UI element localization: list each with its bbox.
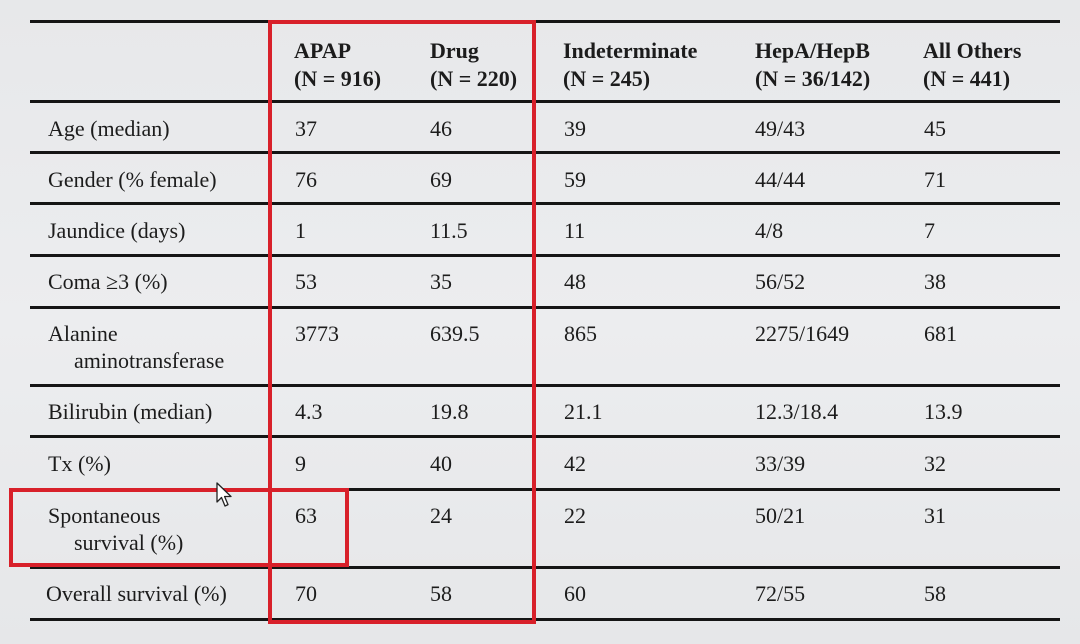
column-header-apap: APAP (N = 916) bbox=[294, 38, 382, 91]
table-cell: 24 bbox=[430, 503, 452, 528]
row-label-gender: Gender (% female) bbox=[48, 167, 217, 192]
table-cell: 45 bbox=[924, 116, 946, 141]
table-cell: 11 bbox=[564, 218, 586, 243]
table-cell: 50/21 bbox=[755, 503, 806, 528]
table-cell: 32 bbox=[924, 451, 946, 476]
table-cell: 72/55 bbox=[755, 581, 806, 606]
table-cell: 56/52 bbox=[755, 269, 806, 294]
table-cell: 42 bbox=[564, 451, 586, 476]
table-cell: 35 bbox=[430, 269, 452, 294]
table-bottom-rule bbox=[30, 618, 1060, 621]
row-label-overall-survival: Overall survival (%) bbox=[46, 581, 227, 606]
table-cell: 4/8 bbox=[755, 218, 784, 243]
table-cell: 46 bbox=[430, 116, 452, 141]
table-cell: 38 bbox=[924, 269, 946, 294]
row-rule bbox=[30, 254, 1060, 257]
table-cell: 69 bbox=[430, 167, 452, 192]
row-label-age: Age (median) bbox=[48, 116, 170, 141]
row-label-coma: Coma ≥3 (%) bbox=[48, 269, 168, 294]
table-cell: 3773 bbox=[295, 321, 339, 346]
table-cell: 63 bbox=[295, 503, 317, 528]
row-label-jaundice: Jaundice (days) bbox=[48, 218, 186, 243]
row-rule bbox=[30, 488, 1060, 491]
table-cell: 58 bbox=[430, 581, 452, 606]
table-cell: 31 bbox=[924, 503, 946, 528]
row-rule bbox=[30, 566, 1060, 569]
row-rule bbox=[30, 384, 1060, 387]
table-cell: 1 bbox=[295, 218, 306, 243]
table-cell: 865 bbox=[564, 321, 597, 346]
table-cell: 76 bbox=[295, 167, 317, 192]
table-cell: 19.8 bbox=[430, 399, 469, 424]
column-header-indeterminate: Indeterminate (N = 245) bbox=[563, 38, 698, 91]
table-cell: 71 bbox=[924, 167, 946, 192]
row-rule bbox=[30, 306, 1060, 309]
table-cell: 639.5 bbox=[430, 321, 480, 346]
table-cell: 13.9 bbox=[924, 399, 963, 424]
column-header-drug: Drug (N = 220) bbox=[430, 38, 518, 91]
row-rule bbox=[30, 202, 1060, 205]
table-cell: 49/43 bbox=[755, 116, 806, 141]
table-cell: 37 bbox=[295, 116, 317, 141]
table-cell: 21.1 bbox=[564, 399, 603, 424]
row-label-bilirubin: Bilirubin (median) bbox=[48, 399, 213, 424]
table-cell: 59 bbox=[564, 167, 586, 192]
table-cell: 2275/1649 bbox=[755, 321, 850, 346]
row-label-tx: Tx (%) bbox=[48, 451, 111, 476]
row-label-spontaneous-survival: Spontaneous survival (%) bbox=[48, 503, 184, 555]
table-cell: 9 bbox=[295, 451, 306, 476]
table-cell: 60 bbox=[564, 581, 586, 606]
column-header-hepa-hepb: HepA/HepB (N = 36/142) bbox=[755, 38, 871, 91]
table-cell: 48 bbox=[564, 269, 586, 294]
table-cell: 7 bbox=[924, 218, 935, 243]
row-label-alanine-aminotransferase: Alanine aminotransferase bbox=[48, 321, 225, 373]
table-cell: 44/44 bbox=[755, 167, 806, 192]
row-rule bbox=[30, 435, 1060, 438]
row-rule bbox=[30, 151, 1060, 154]
table-cell: 40 bbox=[430, 451, 452, 476]
column-header-all-others: All Others (N = 441) bbox=[923, 38, 1022, 91]
table-cell: 39 bbox=[564, 116, 586, 141]
table-cell: 22 bbox=[564, 503, 586, 528]
header-rule bbox=[30, 100, 1060, 103]
table-cell: 12.3/18.4 bbox=[755, 399, 839, 424]
table-cell: 70 bbox=[295, 581, 317, 606]
table-cell: 4.3 bbox=[295, 399, 323, 424]
table-cell: 58 bbox=[924, 581, 946, 606]
table-top-rule bbox=[30, 20, 1060, 23]
table-cell: 11.5 bbox=[430, 218, 468, 243]
table-cell: 53 bbox=[295, 269, 317, 294]
table-cell: 33/39 bbox=[755, 451, 806, 476]
table-cell: 681 bbox=[924, 321, 957, 346]
mouse-cursor-icon bbox=[216, 482, 232, 507]
